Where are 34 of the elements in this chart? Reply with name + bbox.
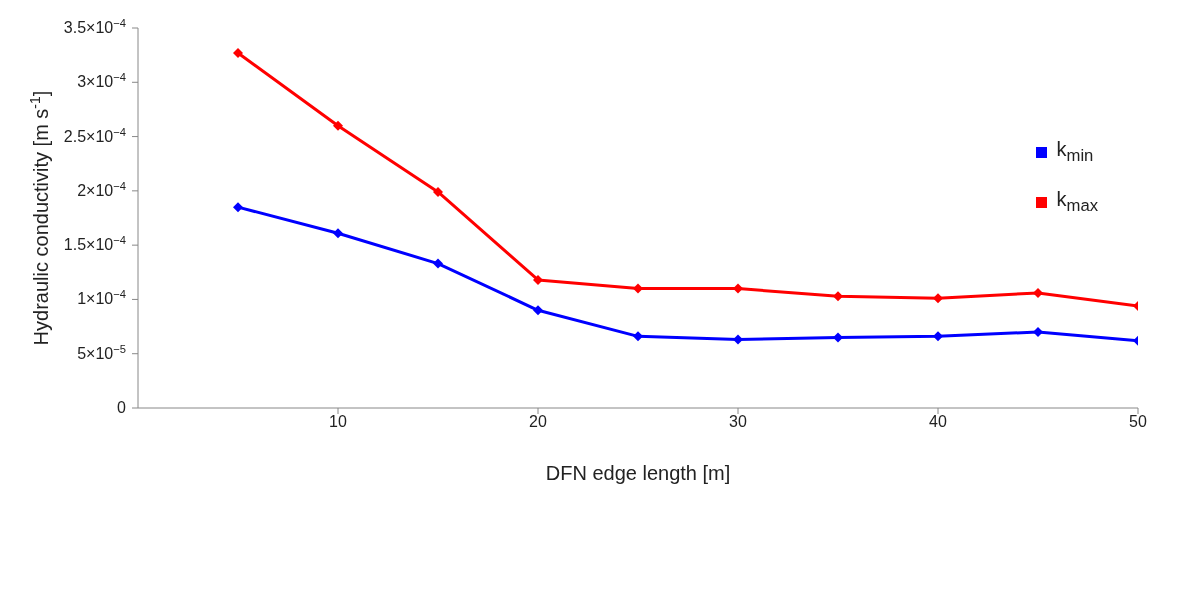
point <box>533 305 543 316</box>
point <box>733 334 743 345</box>
x-tick-label: 50 <box>1129 413 1147 431</box>
y-tick-label: 0 <box>117 399 127 416</box>
point <box>233 47 243 58</box>
x-tick-label: 40 <box>929 413 947 431</box>
x-axis-title: DFN edge length [m] <box>545 462 731 484</box>
point <box>433 258 443 269</box>
point <box>1033 327 1043 337</box>
x-tick-label: 30 <box>729 413 747 431</box>
x-tick-label: 10 <box>329 413 347 431</box>
point <box>833 332 843 343</box>
y-tick-label: 5×10$^{−5}$ <box>77 342 126 362</box>
y-tick-label: 2×10$^{−4}$ <box>77 179 126 199</box>
point <box>433 186 443 197</box>
point <box>533 274 543 285</box>
point <box>733 283 743 294</box>
y-tick-label: 1.5×10$^{−4}$ <box>63 234 126 254</box>
y-tick-label: 2.5×10$^{−4}$ <box>63 125 126 145</box>
point <box>333 120 343 131</box>
point <box>833 291 843 302</box>
y-tick-label: 1×10$^{−4}$ <box>77 288 126 308</box>
point <box>333 228 343 239</box>
legend-label: k$_{min}$ <box>1056 138 1094 166</box>
point <box>233 202 243 213</box>
point <box>933 293 943 304</box>
y-tick-label: 3×10$^{−4}$ <box>77 71 126 91</box>
point <box>633 283 643 294</box>
y-tick-label: 3.5×10$^{−4}$ <box>63 17 126 36</box>
point <box>933 331 943 342</box>
x-tick-label: 20 <box>529 413 547 431</box>
point <box>1033 287 1043 298</box>
point <box>633 331 643 342</box>
legend-label: k$_{max}$ <box>1056 188 1098 216</box>
